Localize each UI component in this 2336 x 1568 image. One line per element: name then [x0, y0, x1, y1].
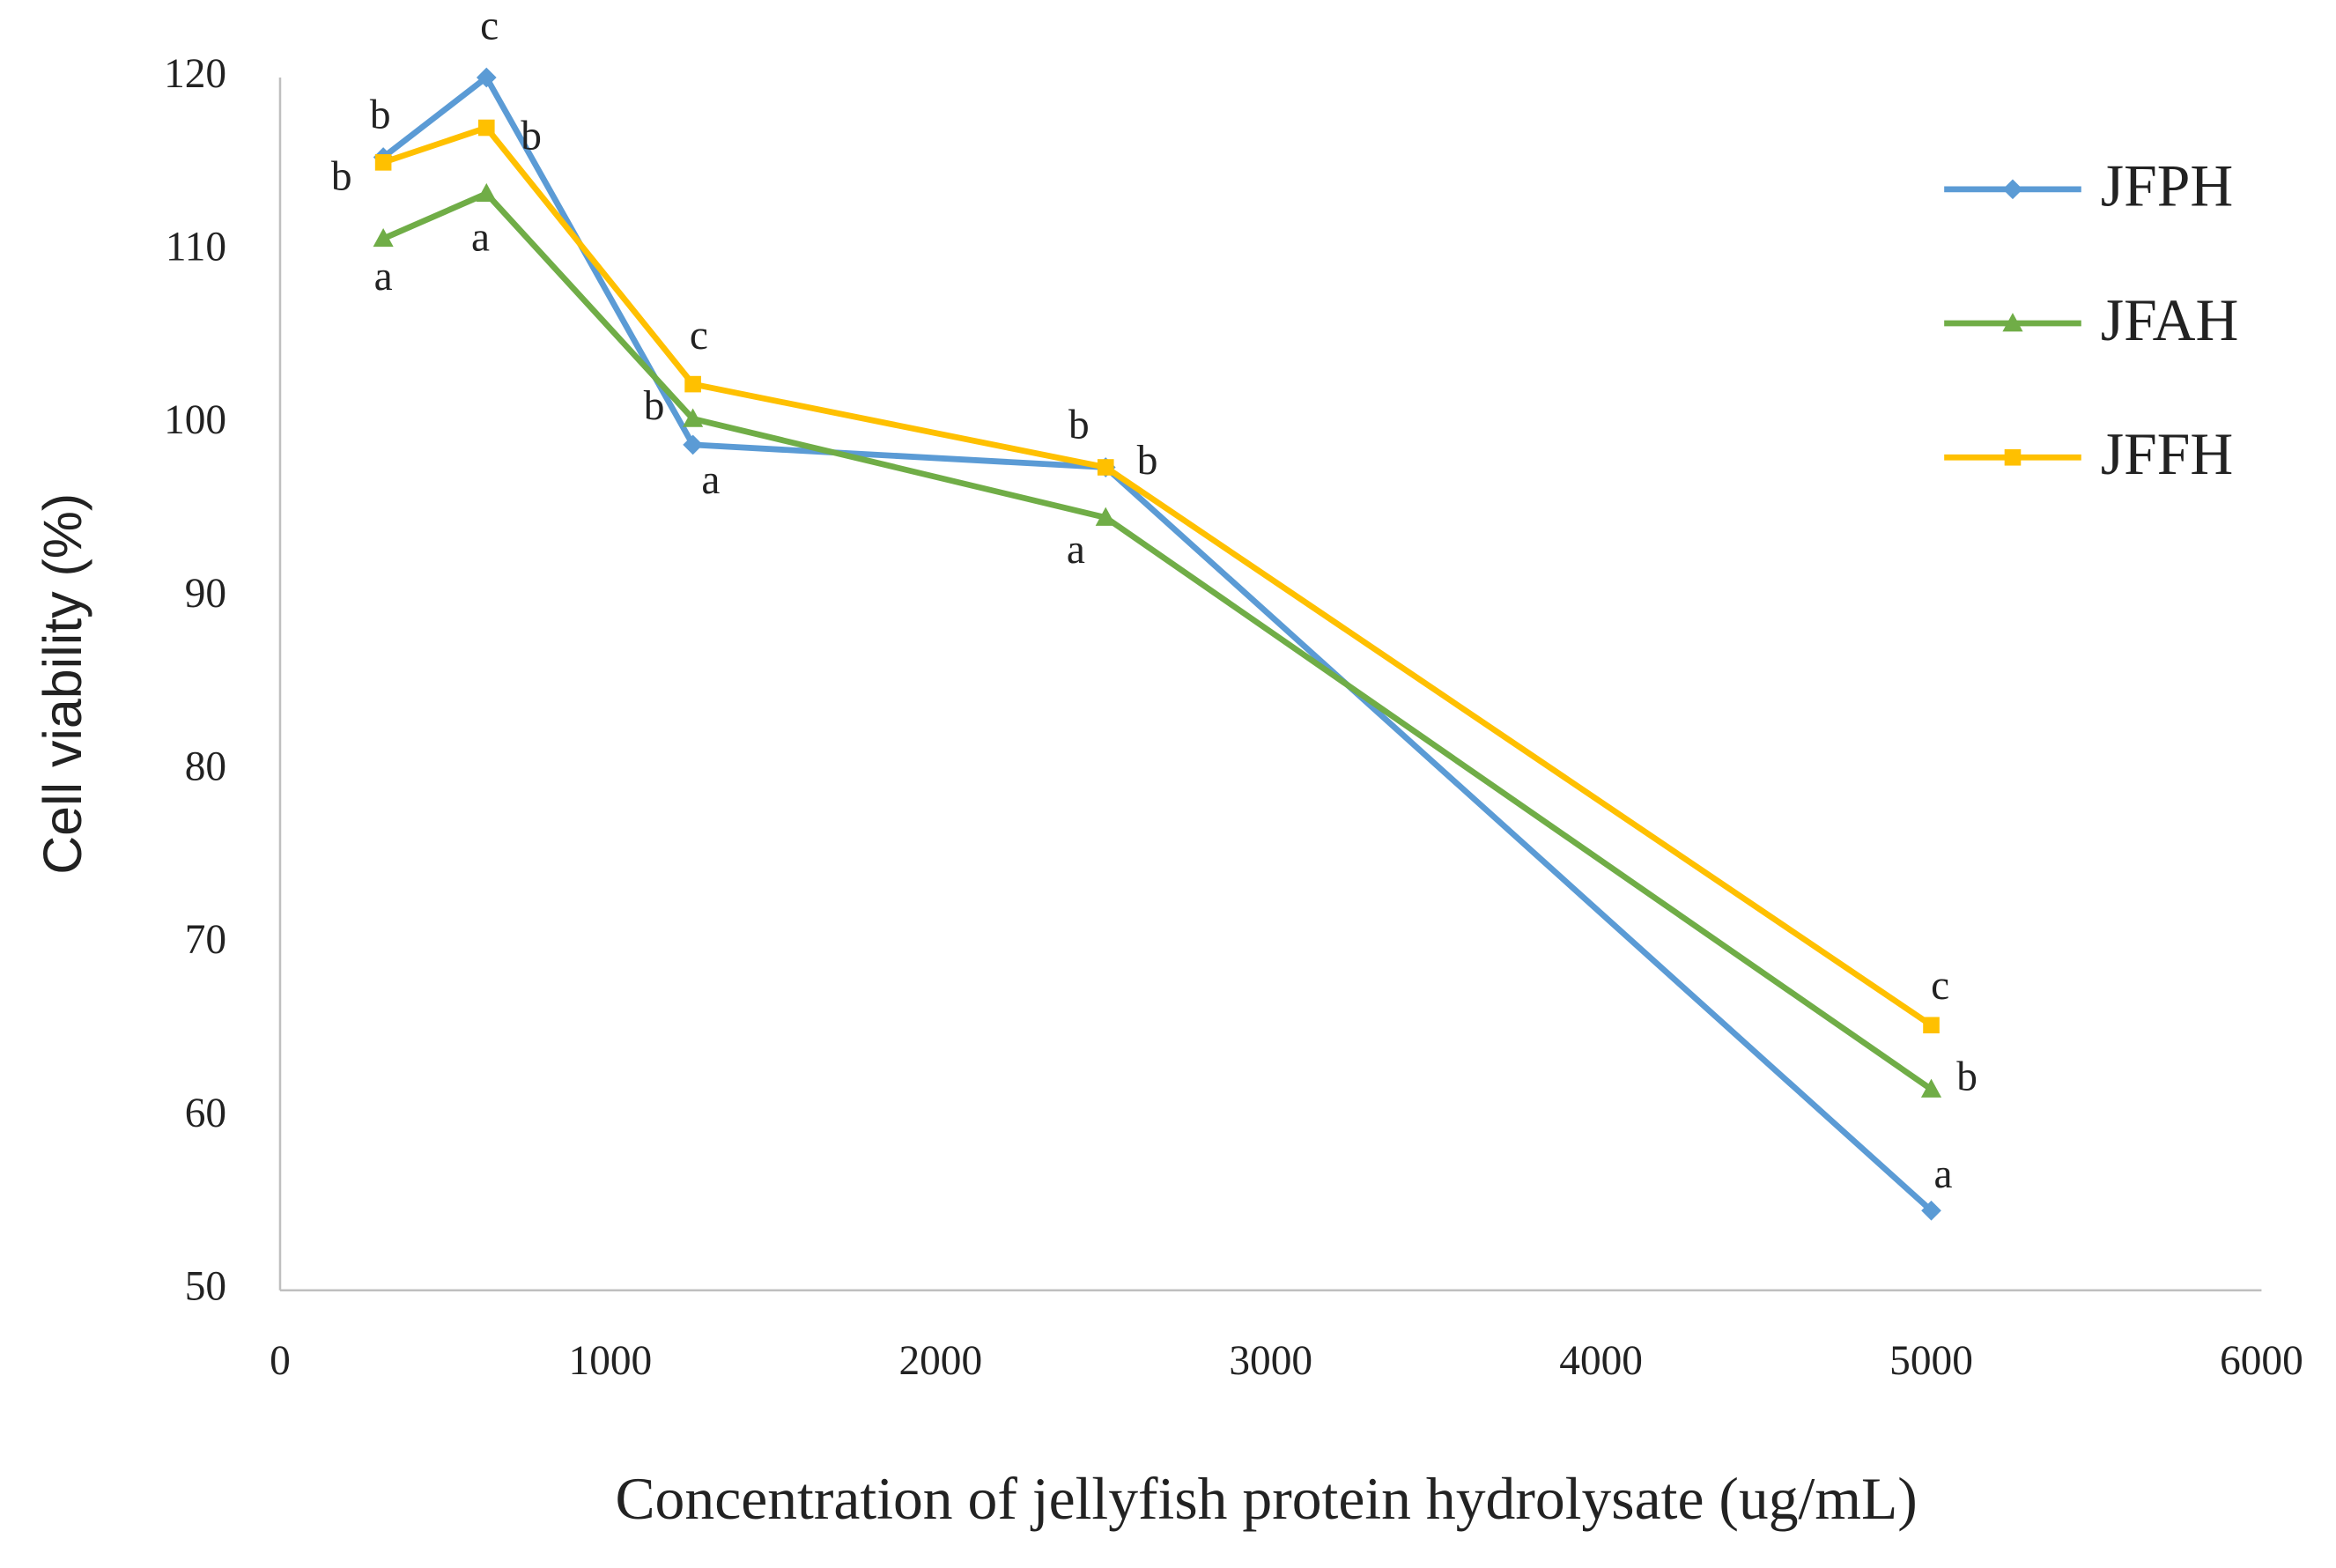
legend-label: JFAH [2101, 287, 2239, 353]
y-tick-label: 120 [164, 51, 226, 97]
data-point [476, 67, 497, 88]
data-point [477, 119, 495, 137]
x-tick-label: 0 [270, 1338, 291, 1384]
series-line [382, 124, 1933, 1028]
point-label: b [1068, 402, 1090, 447]
series-line [381, 74, 1933, 1213]
point-label: b [1137, 438, 1158, 484]
legend-marker [2004, 448, 2022, 466]
point-label: c [690, 313, 708, 359]
y-tick-label: 50 [185, 1264, 226, 1310]
x-tick-label: 1000 [569, 1338, 653, 1384]
data-point [476, 182, 497, 203]
x-tick-label: 3000 [1229, 1338, 1312, 1384]
data-point [683, 408, 704, 427]
point-label: c [1931, 963, 1949, 1009]
point-label: a [701, 457, 720, 503]
legend-marker [2002, 179, 2023, 200]
y-tick-label: 90 [185, 571, 226, 617]
point-label: a [1934, 1151, 1953, 1197]
data-point [1921, 1200, 1941, 1221]
data-point [374, 154, 392, 171]
x-tick-label: 5000 [1889, 1338, 1973, 1384]
point-label: b [331, 154, 352, 200]
y-tick-label: 70 [185, 917, 226, 963]
x-axis-label: Concentration of jellyfish protein hydro… [615, 1466, 1917, 1532]
point-label: b [370, 92, 391, 137]
y-tick-label: 80 [185, 744, 226, 790]
x-tick-label: 6000 [2220, 1338, 2303, 1384]
point-label: c [480, 4, 499, 49]
series-line [381, 190, 1933, 1092]
x-tick-label: 4000 [1559, 1338, 1643, 1384]
legend-marker [2002, 313, 2023, 332]
point-label: a [471, 215, 490, 261]
data-point [1920, 1078, 1942, 1098]
point-label: b [644, 383, 665, 429]
legend-label: JFPH [2101, 153, 2233, 219]
point-label: a [374, 254, 393, 300]
point-label: b [1956, 1054, 1977, 1099]
data-point [1097, 459, 1114, 476]
y-axis-label: Cell viability (%) [33, 493, 92, 875]
data-point [373, 227, 394, 248]
y-tick-label: 110 [166, 225, 226, 270]
data-point [684, 375, 701, 393]
data-point [1923, 1017, 1940, 1034]
data-point [1095, 507, 1116, 526]
x-tick-label: 2000 [898, 1338, 982, 1384]
point-label: a [1067, 527, 1085, 573]
y-tick-label: 60 [185, 1091, 226, 1136]
point-label: b [521, 113, 542, 159]
legend-label: JFFH [2101, 421, 2233, 487]
data-point [683, 434, 703, 455]
y-tick-label: 100 [164, 397, 226, 443]
